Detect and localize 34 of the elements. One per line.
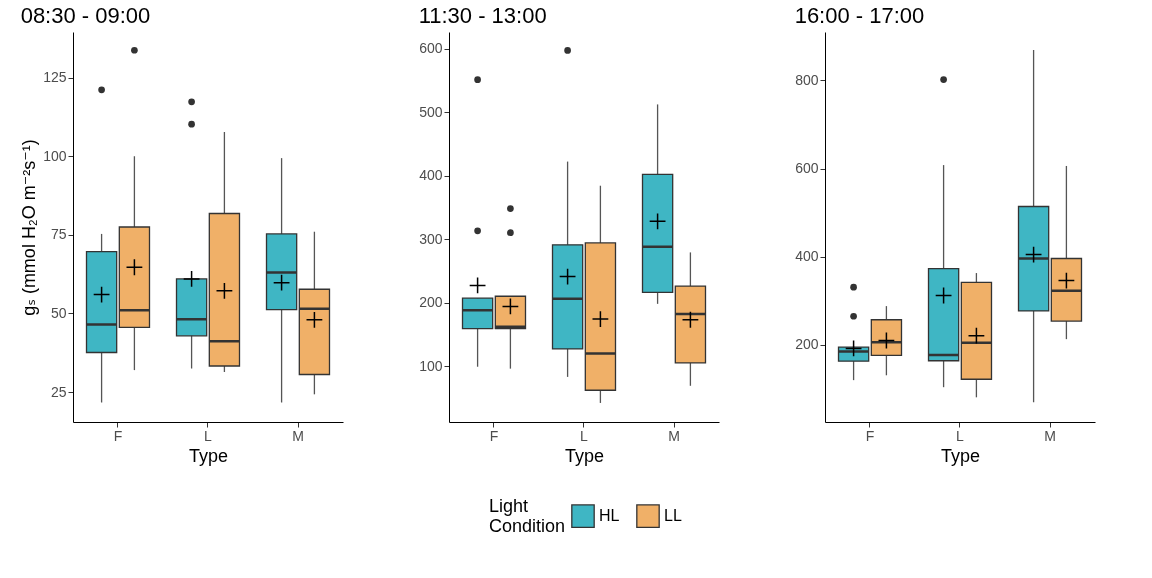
y-tick-label: 75: [50, 226, 67, 243]
chart-title: 16:00 - 17:00: [794, 3, 925, 28]
x-tick-label: L: [956, 427, 965, 444]
y-tick-label: 400: [795, 248, 819, 265]
y-tick-label: 800: [795, 71, 819, 88]
legend-label: LL: [664, 507, 682, 525]
y-tick-label: 200: [419, 294, 443, 311]
x-axis-title: Type: [188, 445, 229, 466]
x-tick-label: M: [1044, 427, 1056, 444]
y-axis-title: gₛ (mmol H₂O m⁻²s⁻¹): [19, 139, 40, 316]
x-tick-label: F: [113, 427, 123, 444]
y-tick-label: 100: [43, 147, 67, 164]
y-tick-label: 125: [43, 69, 67, 86]
x-tick-label: M: [668, 427, 680, 444]
y-tick-label: 600: [795, 160, 819, 177]
x-tick-label: M: [292, 427, 304, 444]
x-axis-title: Type: [940, 445, 981, 466]
x-tick-label: L: [580, 427, 589, 444]
legend-title: Light Condition: [489, 496, 566, 536]
y-tick-label: 25: [50, 383, 67, 400]
chart-title: 11:30 - 13:00: [418, 3, 547, 28]
y-tick-label: 300: [419, 230, 443, 247]
x-tick-label: F: [865, 427, 875, 444]
y-tick-label: 200: [795, 336, 819, 353]
x-tick-label: L: [204, 427, 213, 444]
y-tick-label: 400: [419, 167, 443, 184]
y-tick-label: 100: [419, 357, 443, 374]
y-tick-label: 600: [419, 40, 443, 57]
x-tick-label: F: [489, 427, 499, 444]
y-tick-label: 50: [50, 304, 67, 321]
chart-title: 08:30 - 09:00: [20, 3, 151, 28]
legend-label: HL: [599, 507, 620, 525]
y-tick-label: 500: [419, 103, 443, 120]
x-axis-title: Type: [564, 445, 605, 466]
